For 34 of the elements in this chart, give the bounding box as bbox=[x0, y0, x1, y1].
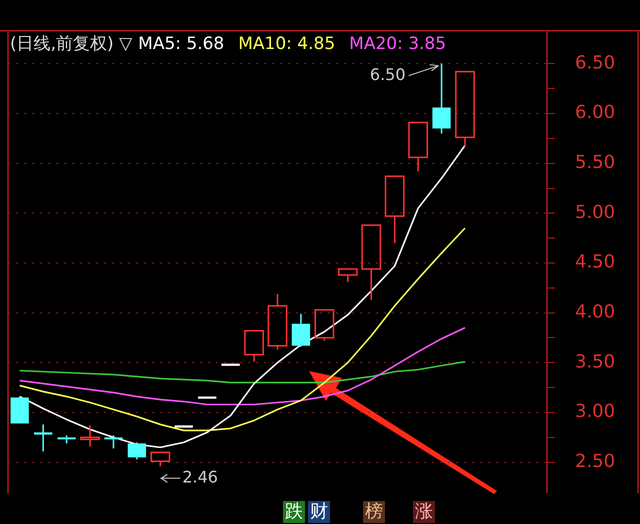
candlestick bbox=[150, 452, 170, 468]
candlestick bbox=[408, 122, 428, 172]
y-tick-label: 4.50 bbox=[575, 252, 616, 273]
candlestick bbox=[128, 442, 146, 460]
candlestick bbox=[455, 70, 475, 148]
candlestick bbox=[104, 434, 123, 450]
y-tick-label: 3.50 bbox=[575, 351, 616, 372]
y-tick-label: 6.00 bbox=[575, 102, 616, 124]
y-tick-label: 5.50 bbox=[575, 152, 616, 174]
candlestick bbox=[432, 62, 451, 134]
annotation: 6.50 bbox=[370, 64, 406, 84]
candlestick bbox=[384, 176, 405, 244]
text: 跌 bbox=[283, 501, 305, 523]
candlestick bbox=[292, 313, 310, 348]
y-tick-label: 4.00 bbox=[575, 301, 616, 322]
candlestick bbox=[57, 434, 76, 444]
candlestick bbox=[338, 268, 358, 283]
y-tick-label: 6.50 bbox=[575, 52, 616, 74]
y-tick-label: 2.50 bbox=[575, 450, 616, 472]
chart-title: (日线,前复权) ▽ bbox=[10, 34, 134, 54]
text: 财 bbox=[308, 501, 330, 523]
y-tick-label: 5.00 bbox=[575, 202, 616, 223]
text: MA5: 5.68 bbox=[138, 34, 224, 54]
y-tick-label: 3.00 bbox=[575, 401, 616, 422]
candlestick bbox=[10, 396, 29, 424]
text: MA20: 3.85 bbox=[349, 34, 446, 54]
candlestick bbox=[80, 424, 100, 448]
candlestick bbox=[268, 293, 288, 350]
candlestick bbox=[361, 224, 382, 301]
text: 涨 bbox=[413, 501, 435, 523]
annotation: 2.46 bbox=[182, 467, 218, 486]
text: MA10: 4.85 bbox=[238, 34, 336, 54]
candlestick bbox=[34, 424, 52, 452]
text: 榜 bbox=[363, 501, 385, 523]
